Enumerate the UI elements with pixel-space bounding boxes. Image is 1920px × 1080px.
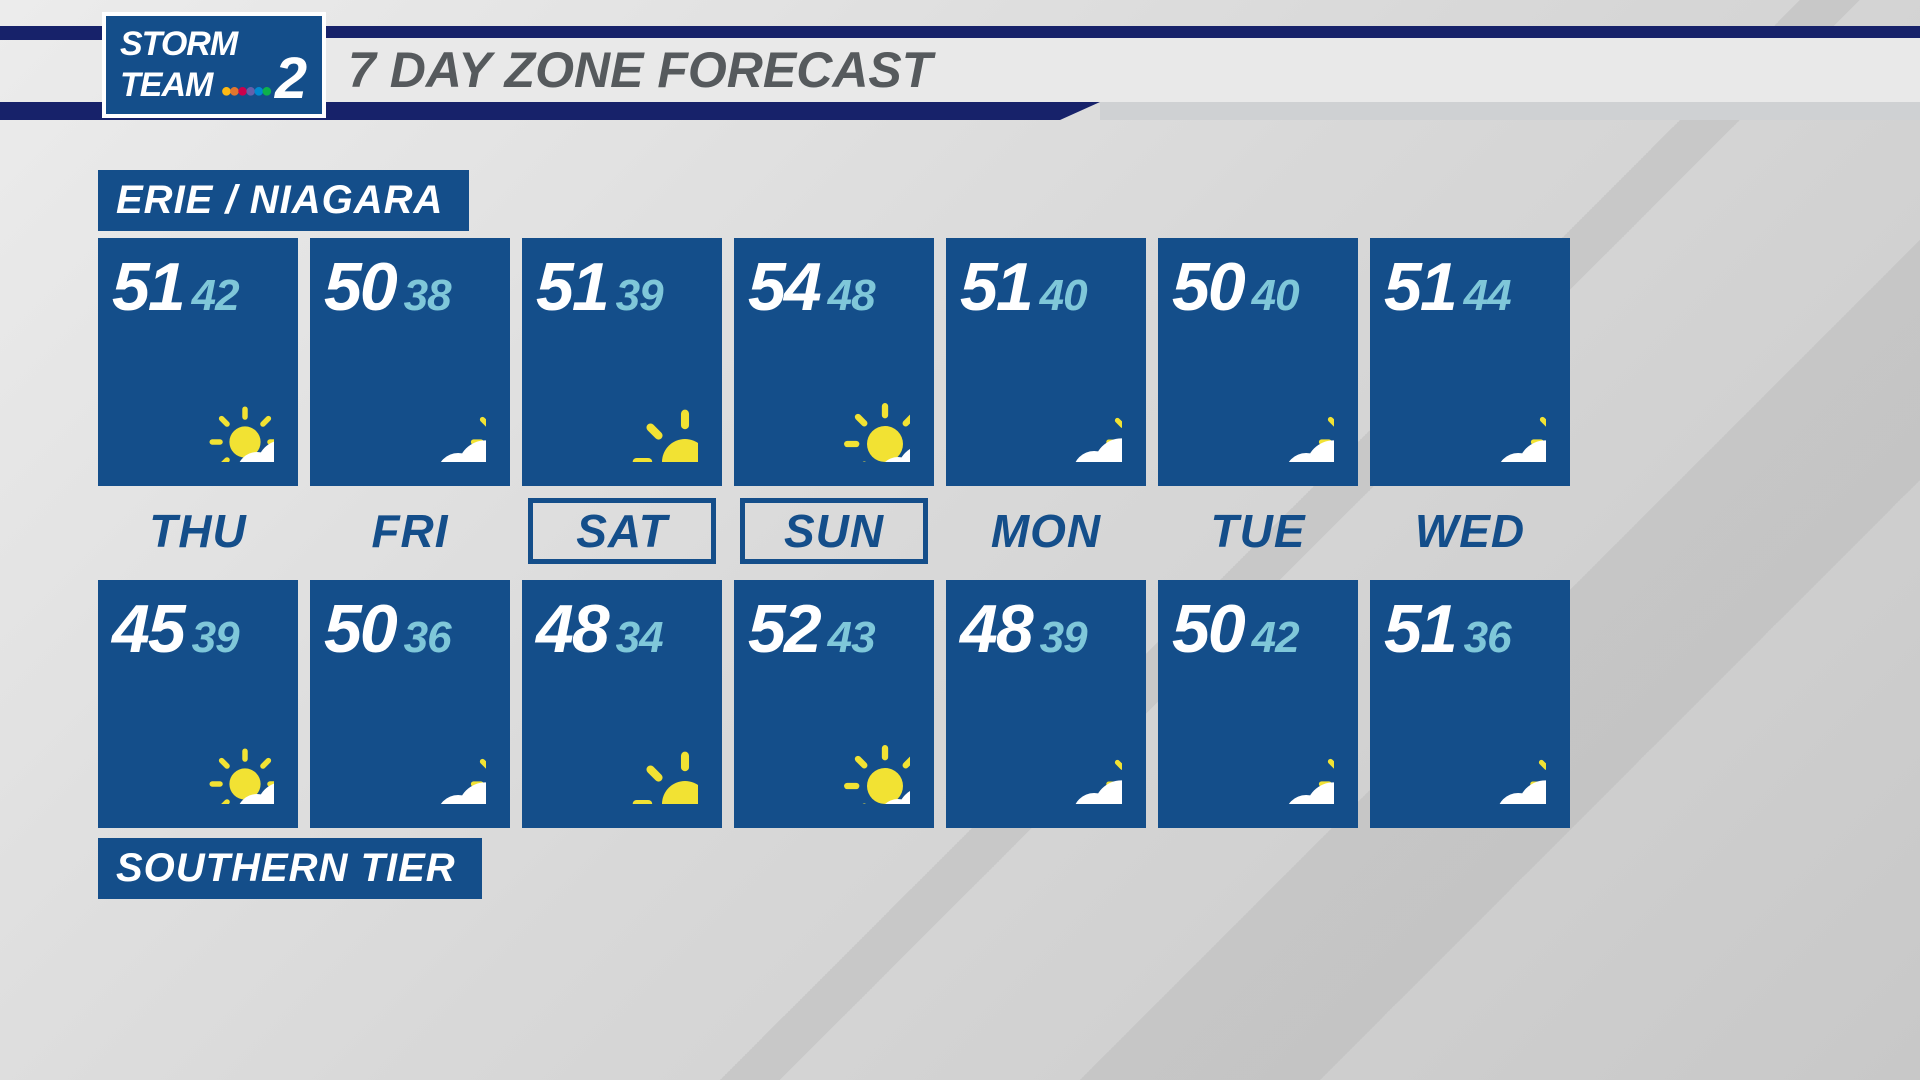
temp-pair: 5142	[112, 248, 286, 326]
weather-icon	[960, 668, 1134, 820]
day-label: SAT	[528, 498, 716, 564]
forecast-card: 5144	[1370, 238, 1570, 486]
low-temp: 48	[828, 271, 875, 321]
logo-line-2a: TEAM	[120, 71, 212, 100]
logo-channel-number: 2	[275, 59, 306, 100]
temp-pair: 5140	[960, 248, 1134, 326]
weather-icon	[324, 668, 498, 820]
forecast-card: 4834	[522, 580, 722, 828]
weather-icon	[960, 326, 1134, 478]
forecast-row-top: 5142503851395448514050405144	[98, 238, 1570, 486]
high-temp: 51	[112, 248, 184, 326]
nbc-peacock-icon: ●●●●●●	[220, 83, 269, 100]
temp-pair: 5448	[748, 248, 922, 326]
weather-icon	[1384, 326, 1558, 478]
weather-icon	[1384, 668, 1558, 820]
forecast-card: 5042	[1158, 580, 1358, 828]
weather-icon	[324, 326, 498, 478]
low-temp: 40	[1252, 271, 1299, 321]
high-temp: 51	[1384, 590, 1456, 668]
forecast-row-bottom: 4539503648345243483950425136	[98, 580, 1570, 828]
low-temp: 39	[192, 613, 239, 663]
temp-pair: 4839	[960, 590, 1134, 668]
forecast-card: 5038	[310, 238, 510, 486]
high-temp: 50	[324, 590, 396, 668]
high-temp: 50	[1172, 248, 1244, 326]
temp-pair: 5136	[1384, 590, 1558, 668]
temp-pair: 5036	[324, 590, 498, 668]
low-temp: 39	[1040, 613, 1087, 663]
zone-label-top: ERIE / NIAGARA	[98, 170, 469, 231]
forecast-card: 5136	[1370, 580, 1570, 828]
low-temp: 42	[1252, 613, 1299, 663]
temp-pair: 4834	[536, 590, 710, 668]
temp-pair: 5144	[1384, 248, 1558, 326]
low-temp: 38	[404, 271, 451, 321]
high-temp: 51	[1384, 248, 1456, 326]
weather-icon	[1172, 668, 1346, 820]
high-temp: 54	[748, 248, 820, 326]
weather-icon	[748, 668, 922, 820]
day-label: TUE	[1158, 498, 1358, 564]
high-temp: 48	[536, 590, 608, 668]
weather-icon	[112, 668, 286, 820]
weather-icon	[536, 668, 710, 820]
weather-icon	[112, 326, 286, 478]
day-label: SUN	[740, 498, 928, 564]
low-temp: 40	[1040, 271, 1087, 321]
temp-pair: 4539	[112, 590, 286, 668]
high-temp: 48	[960, 590, 1032, 668]
temp-pair: 5040	[1172, 248, 1346, 326]
high-temp: 45	[112, 590, 184, 668]
page-title: 7 DAY ZONE FORECAST	[348, 41, 932, 99]
low-temp: 39	[616, 271, 663, 321]
low-temp: 43	[828, 613, 875, 663]
forecast-card: 5142	[98, 238, 298, 486]
station-logo-badge: STORM TEAM ●●●●●● 2	[102, 12, 326, 118]
temp-pair: 5243	[748, 590, 922, 668]
low-temp: 44	[1464, 271, 1511, 321]
low-temp: 36	[404, 613, 451, 663]
day-label: MON	[946, 498, 1146, 564]
forecast-card: 4539	[98, 580, 298, 828]
weather-icon	[1172, 326, 1346, 478]
high-temp: 51	[536, 248, 608, 326]
high-temp: 51	[960, 248, 1032, 326]
day-label: FRI	[310, 498, 510, 564]
day-label: WED	[1370, 498, 1570, 564]
forecast-card: 5448	[734, 238, 934, 486]
forecast-card: 5243	[734, 580, 934, 828]
forecast-card: 5140	[946, 238, 1146, 486]
low-temp: 36	[1464, 613, 1511, 663]
day-labels-row: THUFRI SAT SUN MONTUEWED	[98, 498, 1570, 564]
temp-pair: 5042	[1172, 590, 1346, 668]
zone-label-bottom: SOUTHERN TIER	[98, 838, 482, 899]
title-strip: 7 DAY ZONE FORECAST	[326, 38, 1920, 102]
forecast-card: 4839	[946, 580, 1146, 828]
logo-line-2: TEAM ●●●●●● 2	[120, 59, 312, 100]
weather-icon	[748, 326, 922, 478]
temp-pair: 5139	[536, 248, 710, 326]
low-temp: 34	[616, 613, 663, 663]
high-temp: 50	[1172, 590, 1244, 668]
weather-icon	[536, 326, 710, 478]
day-label: THU	[98, 498, 298, 564]
low-temp: 42	[192, 271, 239, 321]
forecast-card: 5139	[522, 238, 722, 486]
temp-pair: 5038	[324, 248, 498, 326]
high-temp: 52	[748, 590, 820, 668]
high-temp: 50	[324, 248, 396, 326]
forecast-card: 5040	[1158, 238, 1358, 486]
forecast-card: 5036	[310, 580, 510, 828]
